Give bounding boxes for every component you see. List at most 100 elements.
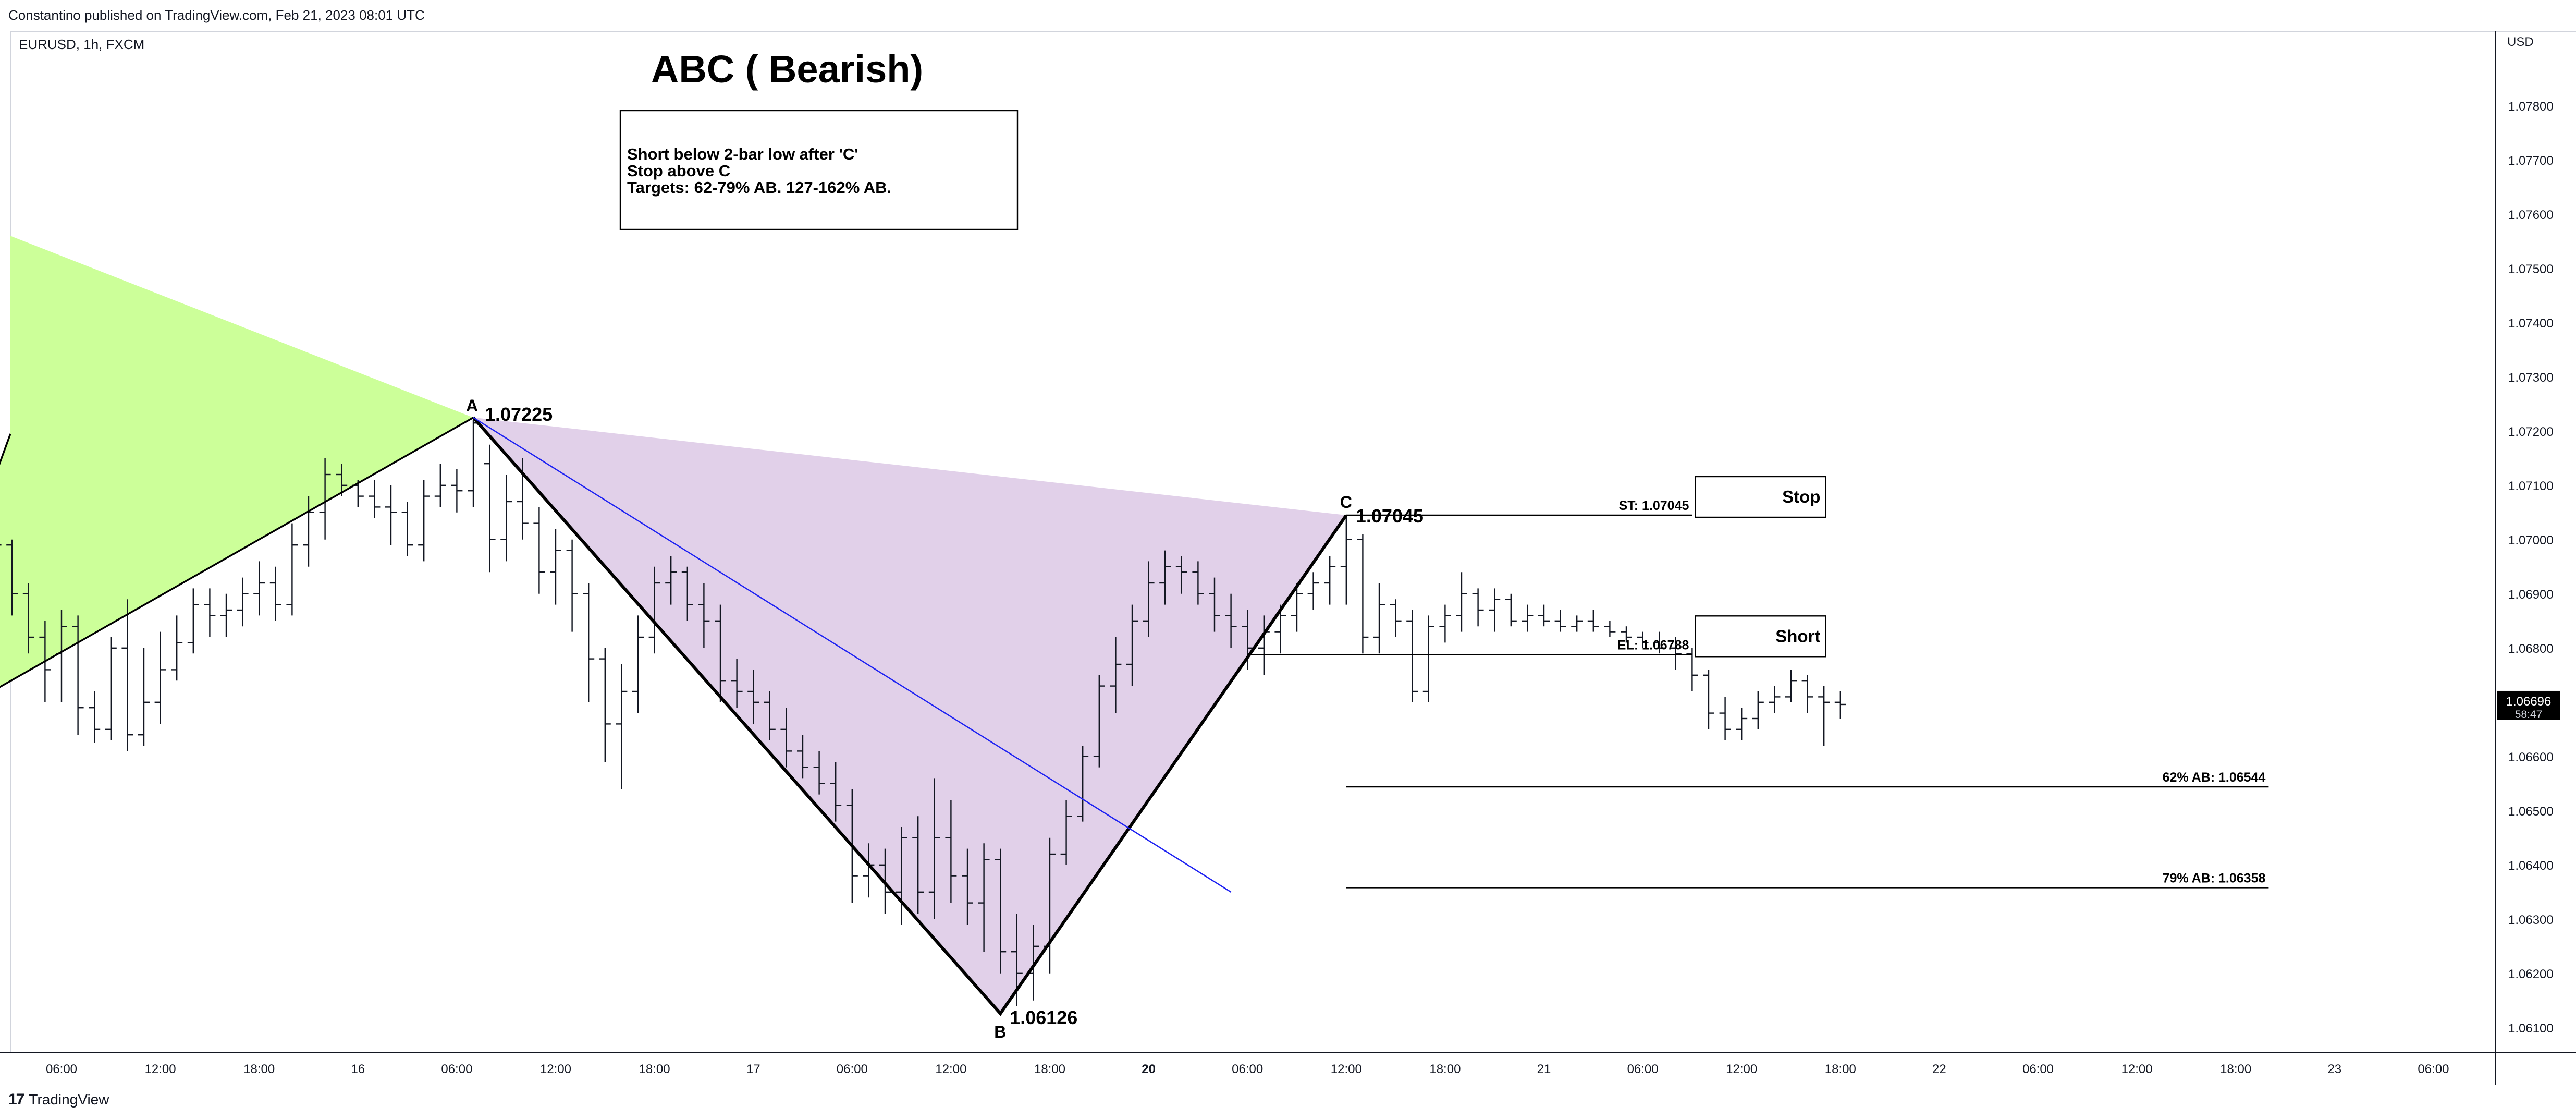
ohlc-bar <box>1834 691 1846 719</box>
ohlc-bar <box>1587 610 1599 632</box>
x-tick-label: 18:00 <box>1429 1062 1461 1076</box>
ohlc-bar <box>1472 588 1484 627</box>
ohlc-bar <box>1653 631 1665 654</box>
abc-leg-fill <box>473 417 1346 1014</box>
ohlc-bar <box>434 464 446 507</box>
ohlc-bar <box>830 762 842 822</box>
last-price-value: 1.06696 <box>2506 695 2552 709</box>
ohlc-bar <box>912 816 924 914</box>
ohlc-bar <box>171 615 183 681</box>
trendline[interactable] <box>473 417 1232 893</box>
ohlc-bar <box>1126 604 1138 686</box>
symbol-label: EURUSD, 1h, FXCM <box>19 37 144 52</box>
ohlc-bar <box>1505 593 1517 627</box>
ohlc-bar <box>401 502 413 556</box>
ohlc-bar <box>978 843 990 952</box>
point-value-a: 1.07225 <box>485 404 553 425</box>
point-label-c: C <box>1340 493 1352 512</box>
x-tick-label: 20 <box>1142 1062 1156 1076</box>
x-tick-label: 22 <box>1932 1062 1946 1076</box>
point-value-b: 1.06126 <box>1010 1007 1077 1028</box>
ohlc-bar <box>1489 588 1501 632</box>
ohlc-bar <box>780 708 792 768</box>
y-tick-label: 1.06800 <box>2508 642 2554 656</box>
ohlc-bar <box>451 469 463 513</box>
ohlc-bar <box>1209 577 1220 632</box>
y-tick-label: 1.06300 <box>2508 913 2554 927</box>
ohlc-bar <box>1637 631 1649 648</box>
ohlc-bar <box>336 464 348 496</box>
ohlc-bar <box>1390 599 1402 637</box>
ohlc-bar <box>237 577 249 627</box>
ohlc-bar <box>1077 746 1089 822</box>
level-box-stop[interactable] <box>1695 476 1826 518</box>
x-tick-label: 16 <box>351 1062 365 1076</box>
logo-text: TradingView <box>29 1091 109 1108</box>
x-tick-label: 12:00 <box>540 1062 571 1076</box>
ohlc-bar <box>995 848 1007 974</box>
xa-leg-fill <box>0 236 473 687</box>
ohlc-bar <box>22 583 34 654</box>
xa-leg-line[interactable] <box>0 417 474 746</box>
ohlc-bar <box>220 593 232 637</box>
x-tick-label: 06:00 <box>441 1062 472 1076</box>
ohlc-bar <box>154 631 166 724</box>
ohlc-bar <box>303 496 314 567</box>
ohlc-bar <box>1439 604 1451 643</box>
y-tick-label: 1.06500 <box>2508 805 2554 819</box>
y-tick-label: 1.06200 <box>2508 967 2554 981</box>
level-box-entry[interactable] <box>1695 615 1826 658</box>
ohlc-bar <box>187 588 199 654</box>
ohlc-bar <box>1291 583 1303 632</box>
x-tick-label: 06:00 <box>46 1062 77 1076</box>
ohlc-bar <box>1307 572 1319 610</box>
ohlc-bar <box>896 827 907 925</box>
ohlc-bar <box>945 800 957 903</box>
ohlc-bar <box>1703 670 1714 729</box>
x-tick-label: 06:00 <box>2022 1062 2054 1076</box>
x-tick-label: 12:00 <box>1331 1062 1362 1076</box>
ohlc-bar <box>1422 615 1434 702</box>
ohlc-bar <box>731 659 743 708</box>
ohlc-bar <box>632 615 644 713</box>
x-tick-label: 18:00 <box>1825 1062 1856 1076</box>
x-tick-label: 06:00 <box>1627 1062 1659 1076</box>
ohlc-bar <box>583 583 595 702</box>
ohlc-bar <box>204 588 216 637</box>
ohlc-bar <box>1818 686 1830 746</box>
ohlc-bar <box>6 539 18 616</box>
level-label-entry: EL: 1.06788 <box>1617 638 1689 652</box>
ohlc-bar <box>715 604 726 702</box>
x-tick-label: 23 <box>2327 1062 2341 1076</box>
ohlc-bar <box>1110 637 1122 713</box>
note-box[interactable]: Short below 2-bar low after 'C'Stop abov… <box>619 110 1019 230</box>
ohlc-bar <box>665 556 677 605</box>
tradingview-logo[interactable]: 17 TradingView <box>8 1091 109 1109</box>
x-tick-label: 18:00 <box>639 1062 670 1076</box>
ohlc-bar <box>138 648 150 746</box>
ohlc-bar <box>1456 572 1467 632</box>
ohlc-bar <box>500 475 512 562</box>
y-tick-label: 1.06600 <box>2508 750 2554 764</box>
ohlc-bar <box>599 648 611 762</box>
publisher-caption: Constantino published on TradingView.com… <box>8 7 425 23</box>
y-tick-label: 1.07300 <box>2508 371 2554 385</box>
ohlc-bar <box>418 480 430 562</box>
y-tick-label: 1.06900 <box>2508 588 2554 602</box>
ohlc-bar <box>1538 604 1550 627</box>
logo-mark: 17 <box>8 1091 24 1108</box>
ohlc-bar <box>385 485 397 545</box>
note-line: Stop above C <box>627 162 730 180</box>
x-tick-label: 18:00 <box>1034 1062 1065 1076</box>
abc-pattern-line[interactable] <box>472 416 1348 1016</box>
ohlc-bar <box>1357 534 1369 654</box>
ohlc-bar <box>1554 610 1566 632</box>
level-label-target-79: 79% AB: 1.06358 <box>2163 871 2266 885</box>
ohlc-bar <box>1159 550 1171 605</box>
ohlc-bar <box>928 778 940 919</box>
ohlc-bar <box>747 670 759 724</box>
ohlc-bar <box>484 444 496 573</box>
ohlc-bar <box>269 566 281 621</box>
ohlc-bar <box>698 583 710 648</box>
